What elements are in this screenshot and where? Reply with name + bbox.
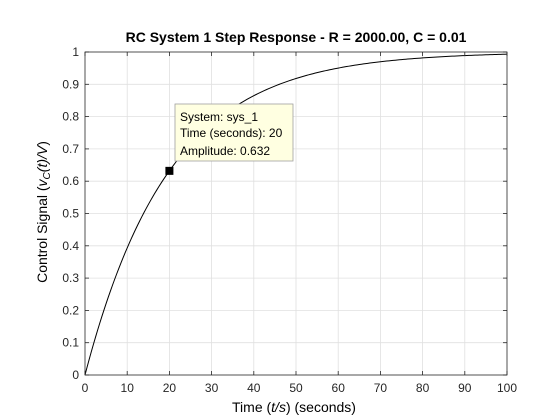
x-axis-label: Time (t/s) (seconds) bbox=[232, 399, 356, 415]
x-tick-label: 80 bbox=[416, 381, 430, 395]
datatip-marker[interactable] bbox=[165, 166, 174, 175]
datatip-time: Time (seconds): 20 bbox=[180, 126, 283, 140]
y-tick-label: 1 bbox=[72, 45, 79, 59]
x-tick-label: 100 bbox=[497, 381, 517, 395]
x-tick-label: 70 bbox=[374, 381, 388, 395]
x-tick-label: 50 bbox=[289, 381, 303, 395]
x-tick-label: 20 bbox=[163, 381, 177, 395]
y-tick-labels: 0 0.1 0.2 0.3 0.4 0.5 0.6 0.7 0.8 0.9 1 bbox=[62, 45, 79, 382]
y-tick-label: 0.6 bbox=[62, 174, 79, 188]
x-tick-label: 10 bbox=[121, 381, 135, 395]
y-tick-label: 0.3 bbox=[62, 271, 79, 285]
y-tick-label: 0.9 bbox=[62, 77, 79, 91]
chart-title: RC System 1 Step Response - R = 2000.00,… bbox=[126, 29, 467, 45]
series-layer bbox=[84, 53, 508, 376]
tick-marks bbox=[84, 51, 508, 376]
x-tick-labels: 0 10 20 30 40 50 60 70 80 90 100 bbox=[82, 381, 518, 395]
x-tick-label: 90 bbox=[458, 381, 472, 395]
x-tick-label: 30 bbox=[205, 381, 219, 395]
y-axis-label: Control Signal (vC(t)/V) bbox=[34, 141, 53, 283]
y-tick-label: 0.8 bbox=[62, 110, 79, 124]
y-tick-label: 0 bbox=[72, 368, 79, 382]
x-tick-label: 60 bbox=[332, 381, 346, 395]
x-tick-label: 0 bbox=[82, 381, 89, 395]
x-tick-label: 40 bbox=[247, 381, 261, 395]
y-tick-label: 0.5 bbox=[62, 207, 79, 221]
datatip-amplitude: Amplitude: 0.632 bbox=[180, 144, 270, 158]
y-tick-label: 0.2 bbox=[62, 303, 79, 317]
step-response-line bbox=[84, 53, 508, 376]
datatip-box[interactable] bbox=[174, 103, 294, 162]
y-tick-label: 0.1 bbox=[62, 336, 79, 350]
datatip-system: System: sys_1 bbox=[180, 110, 258, 124]
y-tick-label: 0.7 bbox=[62, 142, 79, 156]
y-tick-label: 0.4 bbox=[62, 239, 79, 253]
data-tip[interactable]: System: sys_1 Time (seconds): 20 Amplitu… bbox=[165, 103, 294, 175]
